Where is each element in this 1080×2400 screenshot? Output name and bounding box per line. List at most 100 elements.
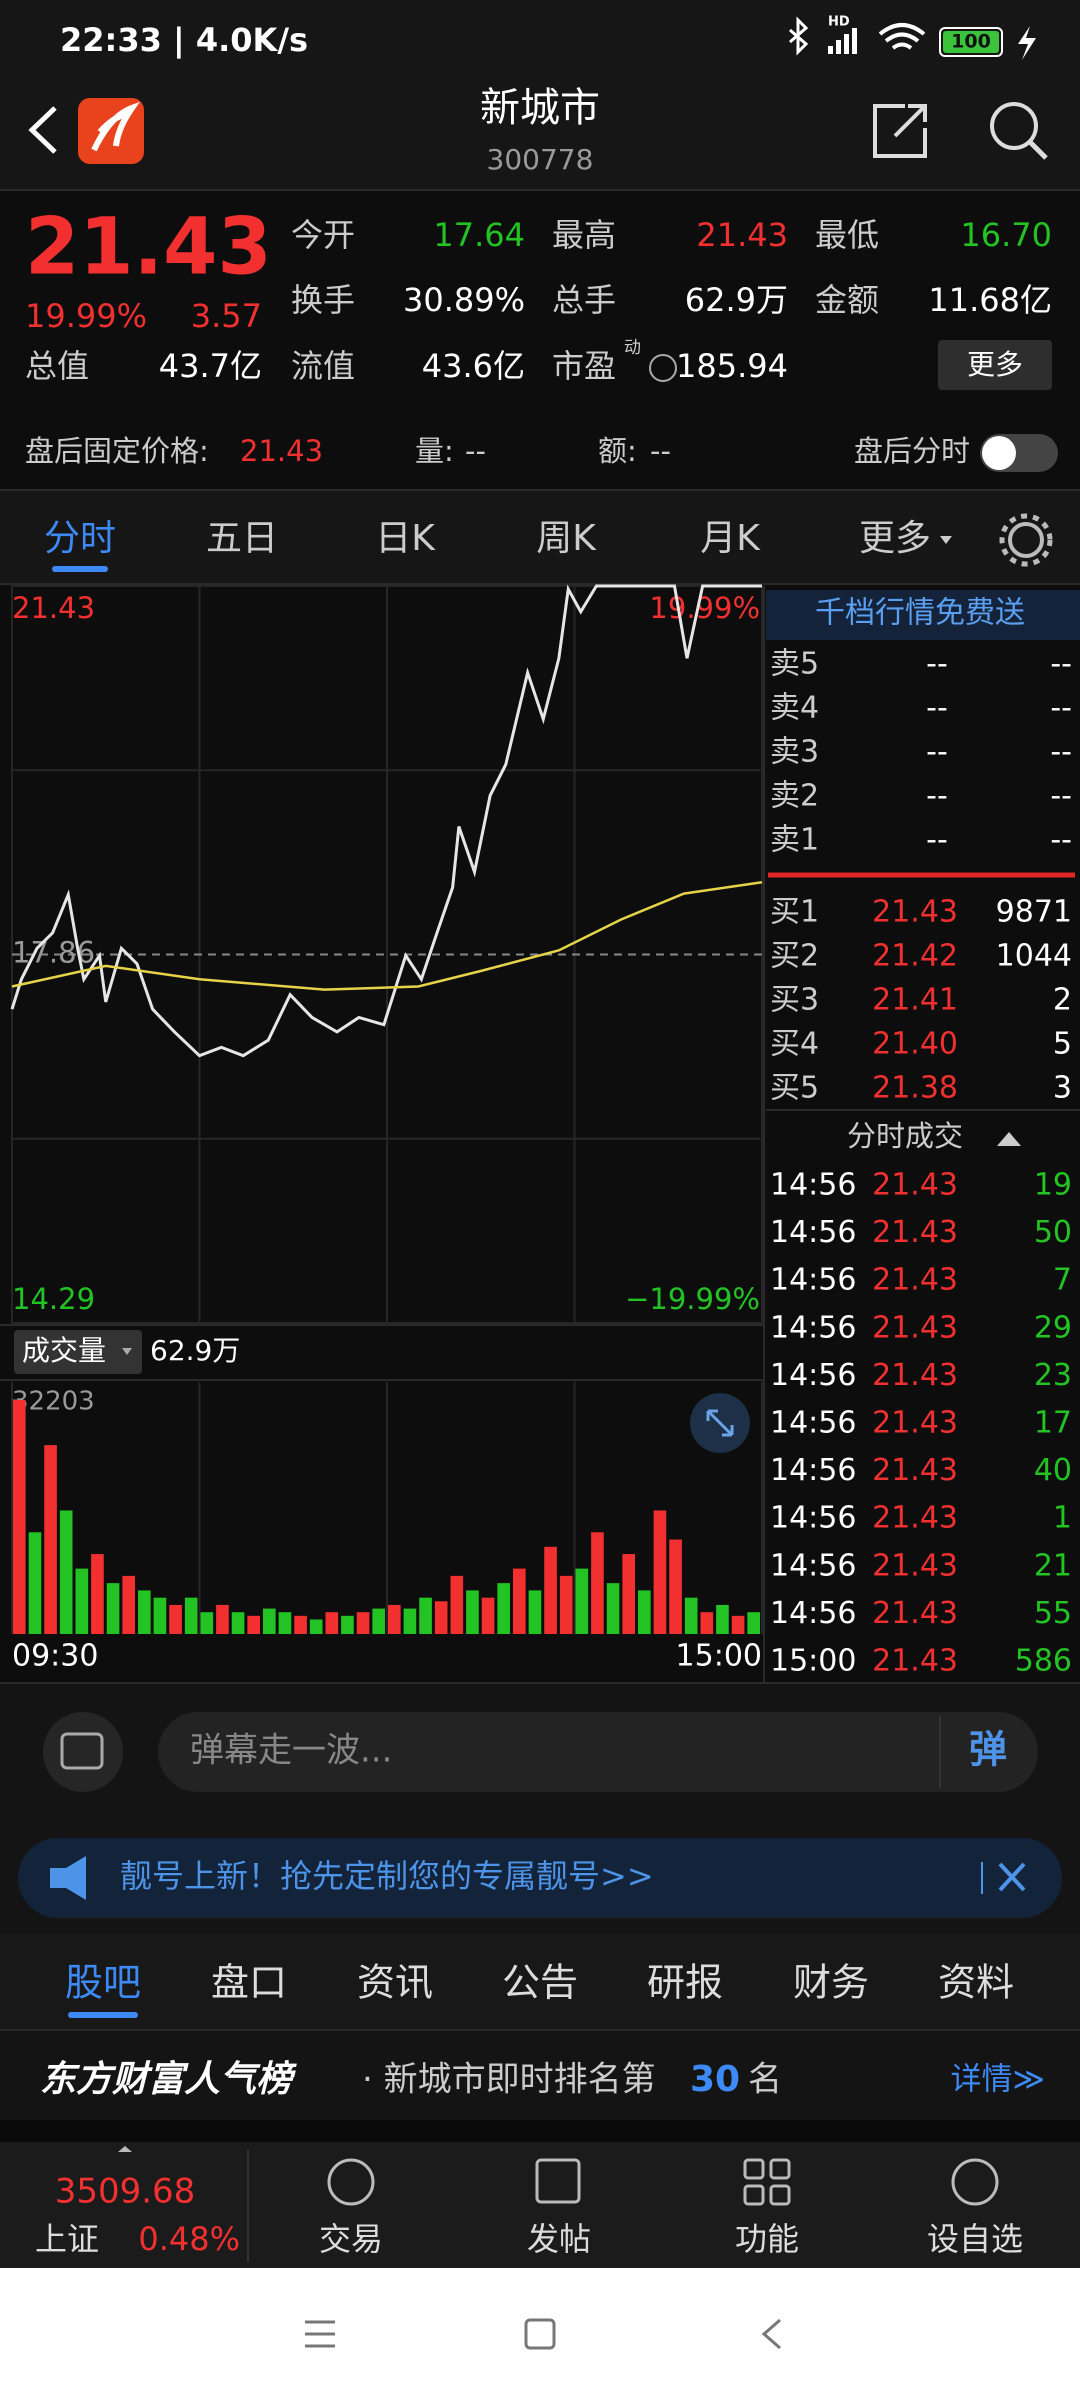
section-tab[interactable]: 研报	[647, 1961, 723, 2005]
volume-bar	[466, 1590, 479, 1634]
trade-price: 21.43	[872, 1644, 958, 1679]
trade-volume: 21	[1034, 1548, 1072, 1583]
chart-tab[interactable]: 月K	[700, 518, 761, 559]
promo-text[interactable]: 千档行情免费送	[815, 596, 1025, 631]
ask-label: 卖3	[770, 735, 819, 770]
volume-bar	[669, 1539, 682, 1634]
stat-label: 总值	[25, 347, 89, 385]
more-button[interactable]	[938, 340, 1052, 390]
banner-text[interactable]: 靓号上新！抢先定制您的专属靓号>>	[120, 1857, 654, 1895]
trade-price: 21.43	[872, 1215, 958, 1250]
bluetooth-icon	[789, 16, 809, 56]
volume-bar	[481, 1597, 495, 1634]
banner[interactable]	[18, 1838, 1062, 1918]
battery-level: 100	[951, 31, 991, 53]
more-button-label[interactable]: 更多	[967, 348, 1023, 381]
bid-volume: 9871	[996, 895, 1072, 930]
section-tab[interactable]: 盘口	[211, 1961, 287, 2005]
volume-bar	[13, 1400, 26, 1634]
chart-tab[interactable]: 更多	[859, 518, 931, 559]
section-tab[interactable]: 资料	[938, 1961, 1014, 2005]
trade-time: 14:56	[770, 1310, 856, 1345]
after-hours-vol: --	[465, 434, 486, 468]
post-icon	[535, 2158, 581, 2204]
chart-tab[interactable]: 日K	[375, 518, 436, 559]
stat-label: 最低	[815, 216, 879, 254]
bid-label: 买5	[770, 1071, 819, 1106]
settings-button[interactable]	[1008, 522, 1044, 558]
trade-time: 14:56	[770, 1168, 856, 1203]
back-key[interactable]	[761, 2318, 781, 2350]
menu-key[interactable]	[305, 2320, 335, 2348]
trade-price: 21.43	[872, 1310, 958, 1345]
volume-bar	[325, 1612, 339, 1634]
danmaku-button[interactable]: 弹	[969, 1728, 1007, 1772]
nav-item[interactable]: 功能	[735, 2220, 799, 2258]
danmaku-settings[interactable]	[43, 1712, 123, 1792]
tab-indicator	[52, 566, 108, 572]
volume-bar	[216, 1604, 229, 1634]
back-button[interactable]	[28, 106, 57, 154]
volume-bar	[700, 1612, 714, 1634]
volume-bar	[747, 1612, 760, 1634]
pct-tick-label: −19.99%	[625, 1282, 760, 1316]
collapse-arrow	[997, 1132, 1021, 1146]
volume-bar	[434, 1601, 448, 1634]
promo-strip[interactable]	[766, 590, 1080, 640]
volume-bar	[91, 1554, 104, 1634]
section-tab[interactable]: 财务	[793, 1961, 869, 2005]
volume-bar	[372, 1608, 385, 1634]
trade-volume: 19	[1034, 1168, 1072, 1203]
spacer	[0, 2120, 1080, 2142]
banner-close[interactable]	[998, 1862, 1026, 1892]
x-tick-label: 15:00	[676, 1639, 762, 1674]
bid-price: 21.42	[872, 939, 958, 974]
bid-volume: 1044	[996, 939, 1072, 974]
share-button[interactable]	[873, 104, 927, 158]
section-tab[interactable]: 资讯	[357, 1961, 433, 2005]
trade-volume: 29	[1034, 1310, 1072, 1345]
nav-item[interactable]: 设自选	[927, 2220, 1023, 2258]
ask-label: 卖5	[770, 647, 819, 682]
index-value[interactable]: 3509.68	[55, 2172, 196, 2212]
stat-value: 11.68亿	[928, 281, 1052, 319]
index-name: 上证	[35, 2220, 99, 2258]
search-button[interactable]	[990, 102, 1038, 150]
ask-label: 卖1	[770, 823, 819, 858]
volume-label[interactable]: 成交量	[22, 1334, 106, 1367]
stat-label: 金额	[815, 281, 879, 319]
after-hours-amt-label: 额:	[598, 434, 637, 468]
nav-item[interactable]: 发帖	[527, 2220, 591, 2258]
section-tab[interactable]: 公告	[502, 1961, 578, 2005]
volume-bar	[591, 1532, 604, 1634]
section-tab[interactable]: 股吧	[65, 1961, 141, 2005]
chart-tab[interactable]: 分时	[44, 518, 116, 559]
dropdown-arrow	[122, 1348, 132, 1355]
charging-icon	[1018, 26, 1036, 60]
bottom-nav	[0, 2142, 1080, 2268]
nav-item[interactable]: 交易	[319, 2220, 383, 2258]
volume-bar	[231, 1612, 245, 1634]
rank-details[interactable]: 详情≫	[951, 2062, 1045, 2098]
chart-tab[interactable]: 五日	[206, 518, 278, 559]
ask-volume: --	[1050, 691, 1072, 726]
volume-bar	[497, 1583, 510, 1634]
bid-price: 21.43	[872, 895, 958, 930]
volume-selector[interactable]	[14, 1330, 142, 1374]
comment-input[interactable]	[158, 1712, 1038, 1792]
rank-brand: 东方财富人气榜	[40, 2059, 297, 2100]
volume-bar	[559, 1575, 573, 1634]
home-key[interactable]	[524, 2318, 556, 2350]
watchlist-icon	[951, 2158, 999, 2206]
volume-bar	[575, 1568, 589, 1634]
expand-icon	[706, 1409, 734, 1437]
volume-bar	[513, 1568, 526, 1634]
info-icon	[649, 354, 677, 382]
chart-tab[interactable]: 周K	[536, 518, 597, 559]
section-tab-indicator	[68, 2012, 138, 2018]
stat-label: 换手	[291, 281, 355, 319]
bid-price: 21.40	[872, 1027, 958, 1062]
volume-bar	[388, 1604, 401, 1634]
trade-time: 14:56	[770, 1501, 856, 1536]
trade-volume: 55	[1034, 1596, 1072, 1631]
